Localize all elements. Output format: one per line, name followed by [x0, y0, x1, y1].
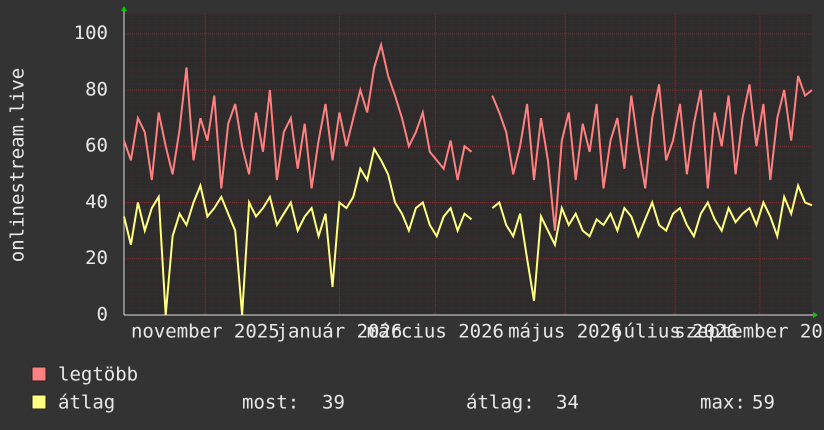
x-tick-label: július 2026: [612, 321, 738, 343]
series-line: [123, 41, 813, 231]
y-tick-label: 100: [74, 22, 108, 44]
legend-label: átlag: [58, 392, 115, 414]
legend-label: legtöbb: [58, 364, 138, 386]
y-tick-label: 80: [85, 78, 108, 100]
axis-arrow: [121, 6, 127, 11]
x-tick-label: november 2025: [131, 321, 280, 343]
axis-arrow: [813, 312, 818, 318]
x-tick-label: május 2026: [508, 321, 622, 343]
x-tick-label: március 2026: [367, 321, 504, 343]
stat-value: 59: [752, 392, 775, 414]
legend-swatch: [31, 394, 47, 410]
stat-label: most:: [242, 392, 299, 414]
stat-label: max:: [700, 392, 746, 414]
stat-value: 34: [556, 392, 579, 414]
y-tick-label: 0: [97, 304, 108, 326]
y-axis-label: onlinestream.live: [7, 68, 29, 262]
y-tick-label: 60: [85, 135, 108, 157]
stat-value: 39: [322, 392, 345, 414]
y-tick-label: 20: [85, 247, 108, 269]
series-line: [123, 146, 813, 316]
x-tick-label: január 2026: [277, 321, 403, 343]
x-tick-label: szeptember 2026: [674, 321, 824, 343]
y-tick-label: 40: [85, 191, 108, 213]
stat-label: átlag:: [466, 392, 535, 414]
legend-swatch: [31, 366, 47, 382]
